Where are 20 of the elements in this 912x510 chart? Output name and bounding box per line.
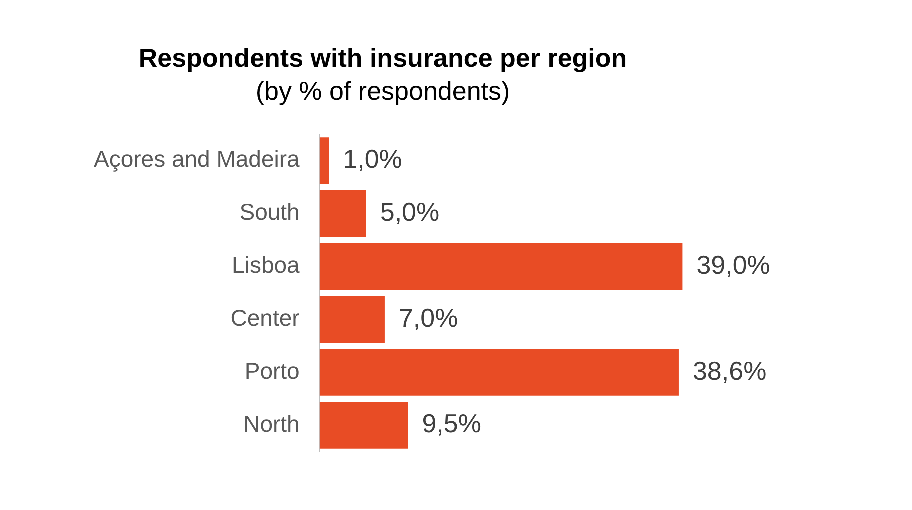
- bar: [320, 296, 385, 343]
- y-tick-label: Açores and Madeira: [94, 146, 300, 172]
- data-label: 38,6%: [692, 356, 767, 386]
- y-tick-label: Center: [230, 305, 300, 332]
- bar: [320, 138, 330, 184]
- y-tick-label: South: [240, 199, 300, 226]
- y-tick-label: Porto: [244, 358, 300, 384]
- data-label: 7,0%: [398, 302, 458, 333]
- data-label: 9,5%: [422, 408, 482, 439]
- chart-subtitle: (by % of respondents): [256, 76, 510, 106]
- bar: [320, 402, 408, 449]
- y-tick-label: North: [244, 410, 300, 437]
- bar: [320, 190, 366, 238]
- y-tick-label: Lisboa: [232, 252, 300, 278]
- data-label: 1,0%: [343, 144, 402, 174]
- data-label: 39,0%: [696, 250, 770, 280]
- chart-title: Respondents with insurance per region: [138, 42, 628, 73]
- bar: [320, 243, 683, 290]
- bar: [320, 349, 679, 396]
- data-label: 5,0%: [380, 196, 440, 227]
